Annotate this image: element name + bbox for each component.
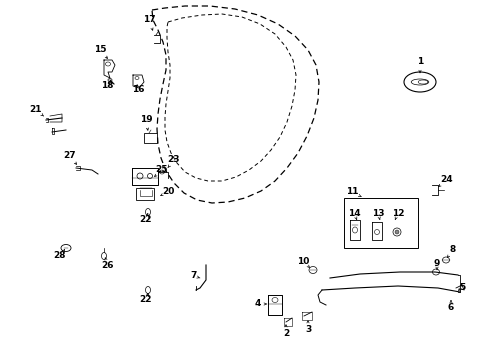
Text: 22: 22 [140,216,152,225]
Text: 3: 3 [304,325,310,334]
Text: 17: 17 [142,15,155,24]
Text: 8: 8 [449,246,455,255]
Text: 13: 13 [371,208,384,217]
Text: 19: 19 [140,116,152,125]
Text: 10: 10 [296,256,308,266]
Text: 15: 15 [94,45,106,54]
Text: 6: 6 [447,303,453,312]
Text: 25: 25 [156,166,168,175]
Text: 23: 23 [167,156,180,165]
Text: 18: 18 [101,81,113,90]
Bar [143,133,157,143]
Text: 21: 21 [30,105,42,114]
Text: 24: 24 [440,175,452,184]
Text: 27: 27 [63,152,76,161]
Text: 12: 12 [391,208,404,217]
Text: 1: 1 [416,58,422,67]
Bar [343,198,417,248]
Ellipse shape [394,230,398,234]
Text: 9: 9 [433,258,439,267]
Text: 14: 14 [347,208,360,217]
Bar [136,188,154,200]
Text: 22: 22 [140,296,152,305]
Text: 26: 26 [102,261,114,270]
Text: 2: 2 [282,329,288,338]
Text: 5: 5 [458,283,464,292]
Text: 7: 7 [190,271,197,280]
Text: 4: 4 [254,300,261,309]
Text: 11: 11 [345,188,358,197]
Text: 20: 20 [162,188,174,197]
Text: 16: 16 [131,85,144,94]
Text: 28: 28 [54,252,66,261]
